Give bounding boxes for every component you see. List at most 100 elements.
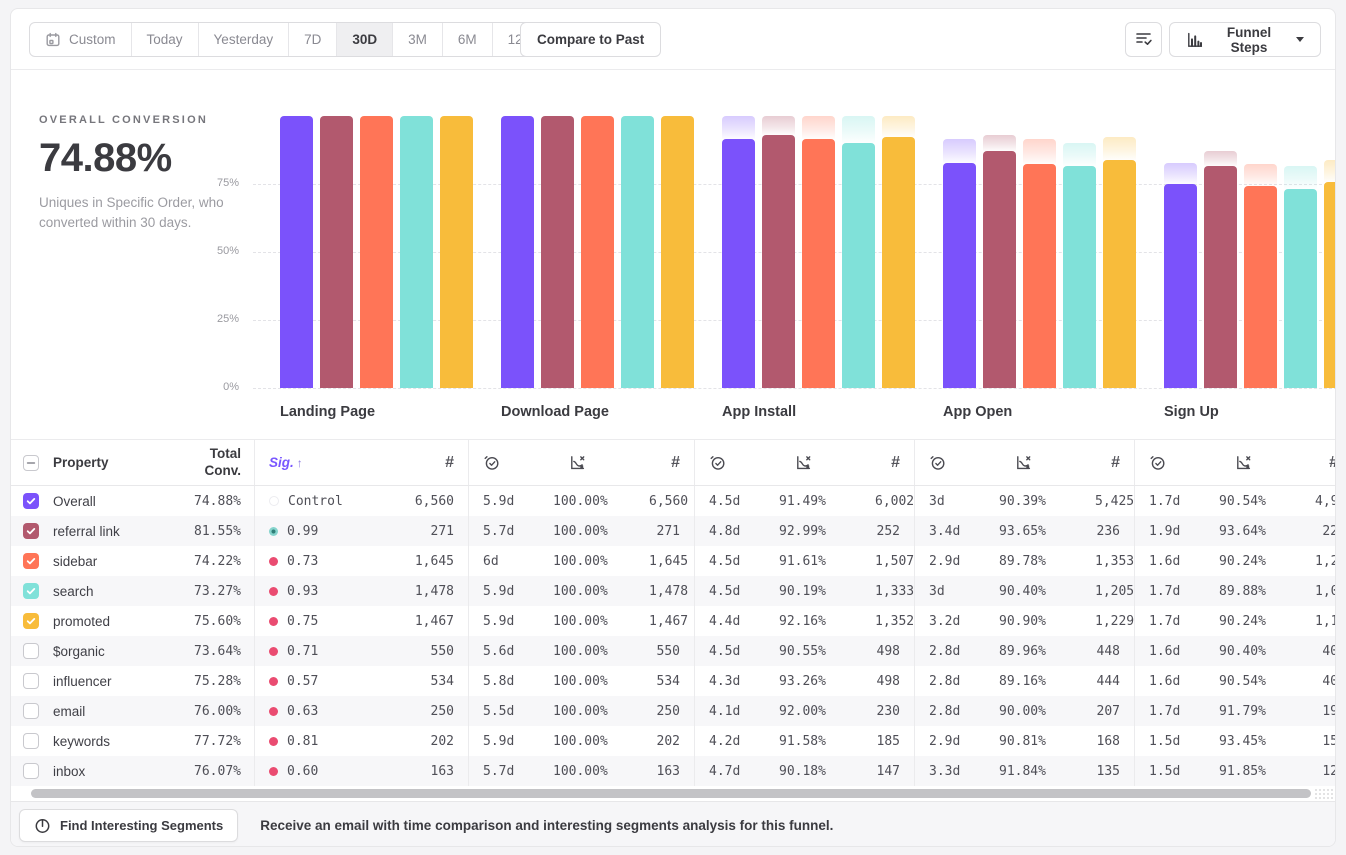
date-range-yesterday[interactable]: Yesterday — [199, 23, 290, 56]
funnel-chart: OVERALL CONVERSION 74.88% Uniques in Spe… — [11, 70, 1335, 439]
step-4-header-group: # — [914, 440, 1134, 485]
date-range-6m[interactable]: 6M — [443, 23, 493, 56]
date-range-7d[interactable]: 7D — [289, 23, 338, 56]
date-range-3m[interactable]: 3M — [393, 23, 443, 56]
row-checkbox[interactable] — [23, 733, 39, 749]
table-row[interactable]: search 73.27% 0.93 1,478 5.9d 100.00% 1,478 4.5… — [11, 576, 1335, 606]
funnel-bar[interactable] — [802, 138, 835, 388]
funnel-bar[interactable] — [621, 116, 654, 388]
table-row[interactable]: keywords 77.72% 0.81 202 5.9d 100.00% 202 4.2d 9… — [11, 726, 1335, 756]
chart-dropoff-icon[interactable] — [553, 454, 649, 471]
chart-type-button[interactable]: Funnel Steps — [1169, 22, 1321, 57]
funnel-bar[interactable] — [1204, 166, 1237, 388]
time-to-convert: 2.8d — [929, 673, 961, 689]
chart-dropoff-icon[interactable] — [1219, 454, 1315, 471]
funnel-bar[interactable] — [400, 116, 433, 388]
property-cell: inbox 76.07% — [11, 756, 254, 786]
total-conv-column-header[interactable]: Total Conv. — [204, 445, 242, 478]
sig-teal-dot-icon — [269, 526, 278, 536]
funnel-bar[interactable] — [541, 116, 574, 388]
row-checkbox[interactable] — [23, 703, 39, 719]
chart-dropoff-icon[interactable] — [999, 454, 1095, 471]
property-column-header[interactable]: Property — [53, 455, 109, 470]
funnel-bar[interactable] — [842, 142, 875, 388]
time-to-convert: 4.5d — [709, 643, 741, 659]
funnel-bar[interactable] — [722, 139, 755, 388]
funnel-bar[interactable] — [882, 137, 915, 388]
sig-value: 0.73 — [287, 553, 319, 569]
table-row[interactable]: sidebar 74.22% 0.73 1,645 6d 100.00% 1,645 4.5d… — [11, 546, 1335, 576]
table-row[interactable]: referral link 81.55% 0.99 271 5.7d 100.00% 271… — [11, 516, 1335, 546]
funnel-bar[interactable] — [762, 135, 795, 388]
chart-dropoff-icon[interactable] — [779, 454, 875, 471]
step-count: 271 — [656, 523, 680, 539]
count-column-header[interactable]: # — [671, 453, 680, 471]
date-range-custom[interactable]: Custom — [30, 23, 132, 56]
horizontal-scroll-area — [11, 786, 1335, 801]
conversion-rate: 91.58% — [779, 733, 826, 749]
funnel-bar[interactable] — [1324, 182, 1335, 388]
funnel-bar[interactable] — [1244, 186, 1277, 388]
row-checkbox[interactable] — [23, 673, 39, 689]
sig-value: 0.63 — [287, 703, 319, 719]
table-row[interactable]: influencer 75.28% 0.57 534 5.8d 100.00% 534 4.3… — [11, 666, 1335, 696]
clock-check-icon[interactable] — [1135, 454, 1219, 471]
sig-column-header[interactable]: Sig. ↑ — [255, 455, 362, 470]
row-checkbox[interactable] — [23, 583, 39, 599]
find-interesting-segments-button[interactable]: Find Interesting Segments — [19, 808, 239, 842]
table-row[interactable]: inbox 76.07% 0.60 163 5.7d 100.00% 163 4.7d 90.1… — [11, 756, 1335, 786]
row-checkbox[interactable] — [23, 493, 39, 509]
table-row[interactable]: email 76.00% 0.63 250 5.5d 100.00% 250 4.1d 92.0… — [11, 696, 1335, 726]
row-checkbox[interactable] — [23, 643, 39, 659]
funnel-bar[interactable] — [1023, 164, 1056, 388]
funnel-bar[interactable] — [280, 116, 313, 388]
conversion-rate: 92.16% — [779, 613, 826, 629]
step-2-header-group: # — [468, 440, 694, 485]
step-4-cells: 3.4d 93.65% 236 — [914, 516, 1134, 546]
date-range-30d[interactable]: 30D — [337, 23, 394, 56]
conversion-rate: 100.00% — [553, 643, 608, 659]
compare-to-past-button[interactable]: Compare to Past — [520, 22, 662, 57]
step-count: 1,645 — [414, 553, 454, 569]
select-all-checkbox[interactable] — [23, 454, 39, 471]
funnel-bar[interactable] — [440, 116, 473, 388]
count-column-header[interactable]: # — [445, 453, 454, 471]
funnel-bar[interactable] — [1103, 160, 1136, 388]
count-column-header[interactable]: # — [1315, 454, 1335, 472]
funnel-bar[interactable] — [501, 116, 534, 388]
step-count: 498 — [876, 643, 900, 659]
row-checkbox[interactable] — [23, 613, 39, 629]
funnel-bar[interactable] — [360, 116, 393, 388]
row-checkbox[interactable] — [23, 553, 39, 569]
table-row[interactable]: Overall 74.88% Control 6,560 5.9d 100.00% 6,56… — [11, 486, 1335, 516]
date-range-today[interactable]: Today — [132, 23, 199, 56]
dropoff-ghost — [722, 116, 755, 140]
conversion-rate: 91.79% — [1219, 703, 1266, 719]
funnel-bar[interactable] — [983, 151, 1016, 388]
step-1-cells: 0.63 250 — [254, 696, 468, 726]
funnel-bar[interactable] — [943, 163, 976, 388]
row-checkbox[interactable] — [23, 763, 39, 779]
funnel-bar[interactable] — [1063, 166, 1096, 388]
funnel-bar[interactable] — [581, 116, 614, 388]
filter-list-button[interactable] — [1125, 22, 1162, 57]
step-count: 40 — [1322, 673, 1335, 689]
time-to-convert: 1.7d — [1149, 613, 1181, 629]
count-column-header[interactable]: # — [891, 453, 900, 471]
step-count: 550 — [656, 643, 680, 659]
row-checkbox[interactable] — [23, 523, 39, 539]
clock-check-icon[interactable] — [915, 454, 999, 471]
table-row[interactable]: promoted 75.60% 0.75 1,467 5.9d 100.00% 1,467 4… — [11, 606, 1335, 636]
funnel-bar[interactable] — [320, 116, 353, 388]
count-column-header[interactable]: # — [1111, 453, 1120, 471]
funnel-bar[interactable] — [1284, 188, 1317, 388]
clock-check-icon[interactable] — [695, 454, 779, 471]
funnel-bar[interactable] — [1164, 184, 1197, 388]
clock-check-icon[interactable] — [469, 454, 553, 471]
table-row[interactable]: $organic 73.64% 0.71 550 5.6d 100.00% 550 4.5d 9… — [11, 636, 1335, 666]
horizontal-scrollbar-thumb[interactable] — [31, 789, 1311, 798]
funnel-bar[interactable] — [661, 116, 694, 388]
step-count: 250 — [656, 703, 680, 719]
step-1-header-group: Sig. ↑ # — [254, 440, 468, 485]
step-count: 202 — [430, 733, 454, 749]
